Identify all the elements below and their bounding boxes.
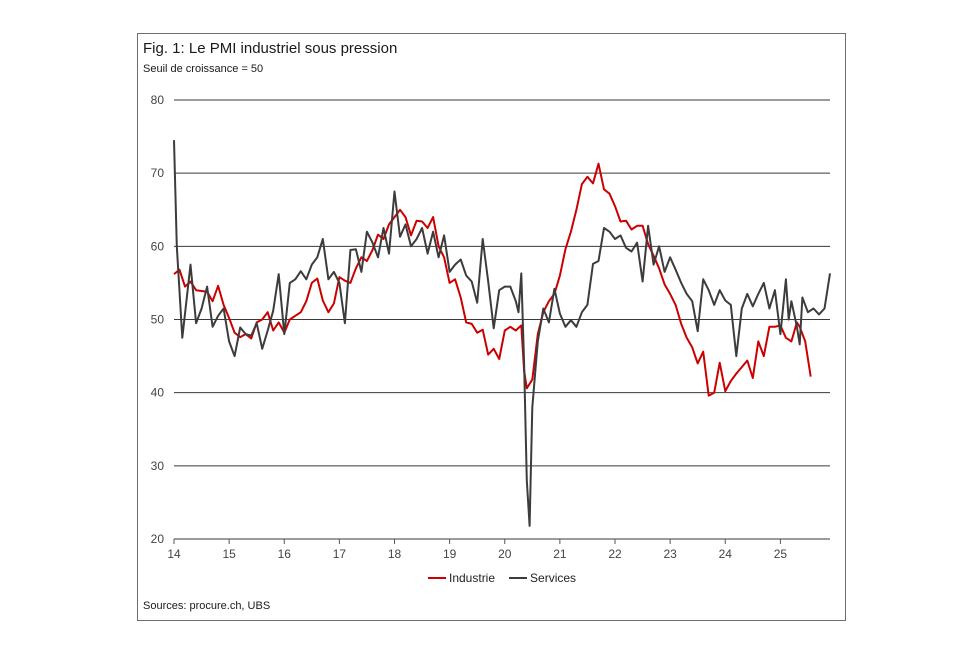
series-line-services [173,140,831,527]
y-tick-label-20: 20 [151,532,165,546]
x-tick-label-19: 19 [443,547,457,561]
chart-legend: Industrie Services [428,571,590,585]
x-tick-label-25: 25 [774,547,788,561]
x-tick-label-21: 21 [553,547,567,561]
legend-label-services: Services [530,571,577,585]
chart-source: Sources: procure.ch, UBS [143,600,271,612]
legend-item-industrie: Industrie [428,571,495,585]
x-tick-label-20: 20 [498,547,512,561]
x-tick-label-16: 16 [278,547,292,561]
series-line-industrie [173,162,812,397]
chart-title: Fig. 1: Le PMI industriel sous pression [143,40,398,57]
x-tick-label-23: 23 [663,547,677,561]
y-tick-label-50: 50 [151,313,165,327]
y-tick-label-40: 40 [151,386,165,400]
x-tick-label-17: 17 [333,547,347,561]
chart-subtitle: Seuil de croissance = 50 [143,63,264,75]
chart-frame [137,33,846,621]
legend-swatch-services [509,576,528,580]
legend-item-services: Services [509,571,576,585]
y-tick-label-60: 60 [151,239,165,253]
y-tick-label-70: 70 [151,166,165,180]
y-tick-label-80: 80 [151,93,165,107]
x-tick-label-14: 14 [167,547,181,561]
x-tick-label-22: 22 [608,547,622,561]
x-tick-label-24: 24 [719,547,733,561]
legend-label-industrie: Industrie [449,571,496,585]
legend-swatch-industrie [428,576,446,580]
x-tick-label-15: 15 [222,547,236,561]
y-tick-label-30: 30 [151,459,165,473]
x-tick-label-18: 18 [388,547,402,561]
